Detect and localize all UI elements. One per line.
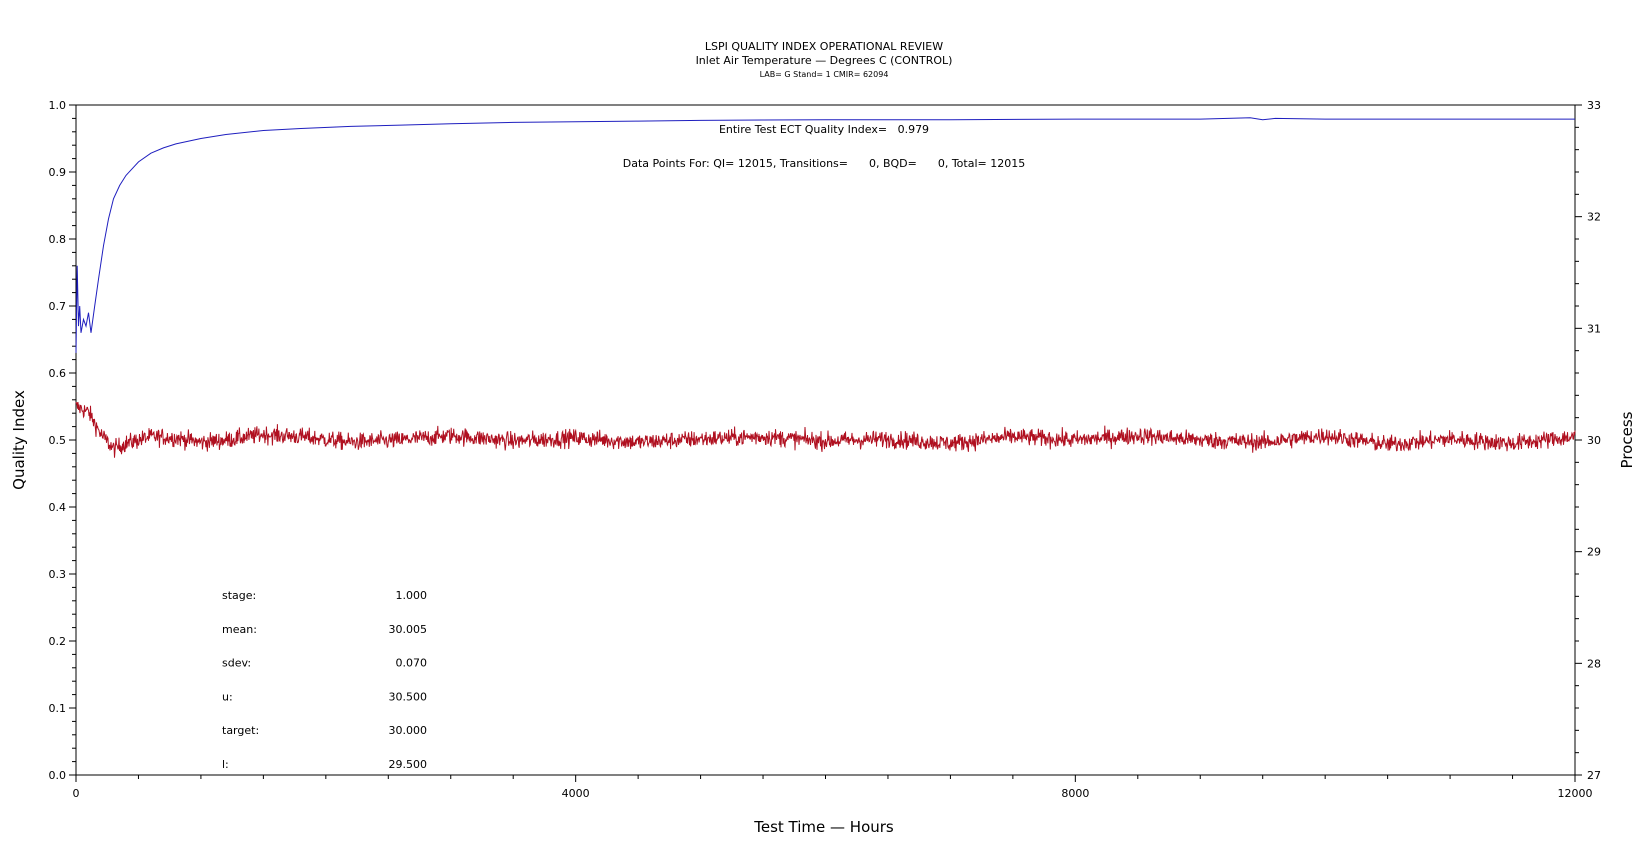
stat-label: mean: [222,623,257,636]
y-tick-label: 0.5 [49,434,67,447]
stat-value: 30.500 [389,690,428,703]
y-tick-label: 0.6 [49,367,67,380]
y-axis-right: 27 28 29 30 31 32 33 [1575,99,1601,782]
stat-label: u: [222,690,233,703]
y2-tick-label: 29 [1587,546,1601,559]
y-tick-label: 0.1 [49,702,67,715]
series-quality-index-line [75,117,1575,353]
y-tick-label: 0.8 [49,233,67,246]
stat-value: 0.070 [396,657,428,670]
quality-index-annotation: Entire Test ECT Quality Index= 0.979 [719,123,929,136]
y2-tick-label: 32 [1587,211,1601,224]
stat-label: l: [222,758,229,771]
y-tick-label: 0.3 [49,568,67,581]
data-points-annotation: Data Points For: QI= 12015, Transitions=… [623,157,1025,170]
x-tick-label: 4000 [562,787,590,800]
y2-tick-label: 33 [1587,99,1601,112]
stat-value: 29.500 [389,758,428,771]
stat-label: target: [222,724,259,737]
y-tick-label: 0.0 [49,769,67,782]
stat-value: 30.000 [389,724,428,737]
series-group [75,117,1576,458]
x-axis: 0 4000 8000 12000 [73,775,1593,800]
series-process-line [75,401,1576,458]
chart-subtitle: Inlet Air Temperature — Degrees C (CONTR… [696,54,953,67]
chart-subtitle-2: LAB= G Stand= 1 CMIR= 62094 [760,70,889,79]
stat-value: 1.000 [396,589,428,602]
y-tick-label: 0.2 [49,635,67,648]
y2-tick-label: 31 [1587,322,1601,335]
y-tick-label: 0.7 [49,300,67,313]
stat-label: sdev: [222,657,251,670]
chart-title: LSPI QUALITY INDEX OPERATIONAL REVIEW [705,40,943,53]
x-tick-label: 8000 [1061,787,1089,800]
y-axis-title: Quality Index [10,390,28,490]
y2-axis-title: Process [1618,411,1636,468]
x-tick-label: 12000 [1558,787,1593,800]
y-tick-label: 1.0 [49,99,67,112]
y2-tick-label: 28 [1587,657,1601,670]
y-tick-label: 0.9 [49,166,67,179]
stat-value: 30.005 [389,623,428,636]
stats-block: stage: 1.000 mean: 30.005 sdev: 0.070 u: 30.500… [222,589,427,771]
x-axis-title: Test Time — Hours [753,818,894,836]
y2-tick-label: 27 [1587,769,1601,782]
y-axis-left: 0.0 0.1 0.2 0.3 0.4 0.5 0.6 0.7 0.8 0.9 1.0 [49,99,76,782]
x-tick-label: 0 [73,787,80,800]
y-tick-label: 0.4 [49,501,67,514]
stat-label: stage: [222,589,256,602]
y2-tick-label: 30 [1587,434,1601,447]
